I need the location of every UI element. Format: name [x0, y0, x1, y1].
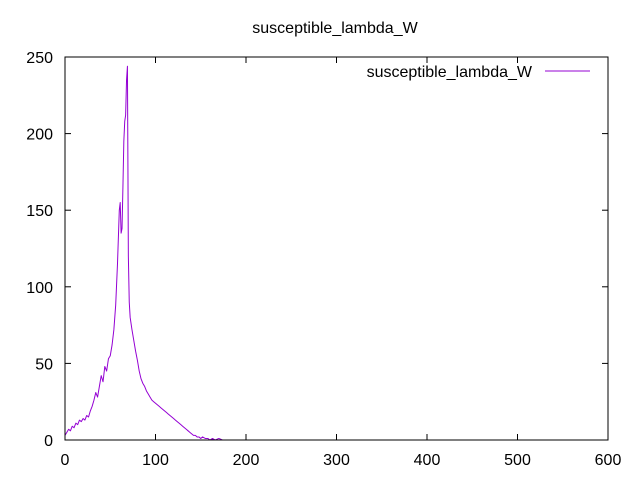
y-tick-label-1: 50: [35, 356, 53, 373]
legend-label: susceptible_lambda_W: [367, 64, 533, 81]
x-axis-ticks: 0 100 200 300 400 500 600: [61, 57, 622, 469]
x-tick-label-5: 500: [504, 452, 531, 469]
x-tick-label-6: 600: [595, 452, 622, 469]
y-tick-label-4: 200: [26, 127, 53, 144]
y-tick-label-0: 0: [44, 433, 53, 450]
y-tick-label-3: 150: [26, 203, 53, 220]
y-axis-ticks: 0 50 100 150 200 250: [26, 50, 608, 450]
x-tick-label-0: 0: [61, 452, 70, 469]
chart-title: susceptible_lambda_W: [252, 20, 418, 37]
series-line-0: [64, 65, 223, 441]
x-tick-label-4: 400: [414, 452, 441, 469]
x-tick-label-2: 200: [233, 452, 260, 469]
plot-frame: [64, 56, 609, 441]
x-tick-label-1: 100: [142, 452, 169, 469]
x-tick-label-3: 300: [323, 452, 350, 469]
legend: susceptible_lambda_W: [367, 64, 590, 81]
y-tick-label-5: 250: [26, 50, 53, 67]
y-tick-label-2: 100: [26, 280, 53, 297]
series-layer: [64, 65, 223, 441]
